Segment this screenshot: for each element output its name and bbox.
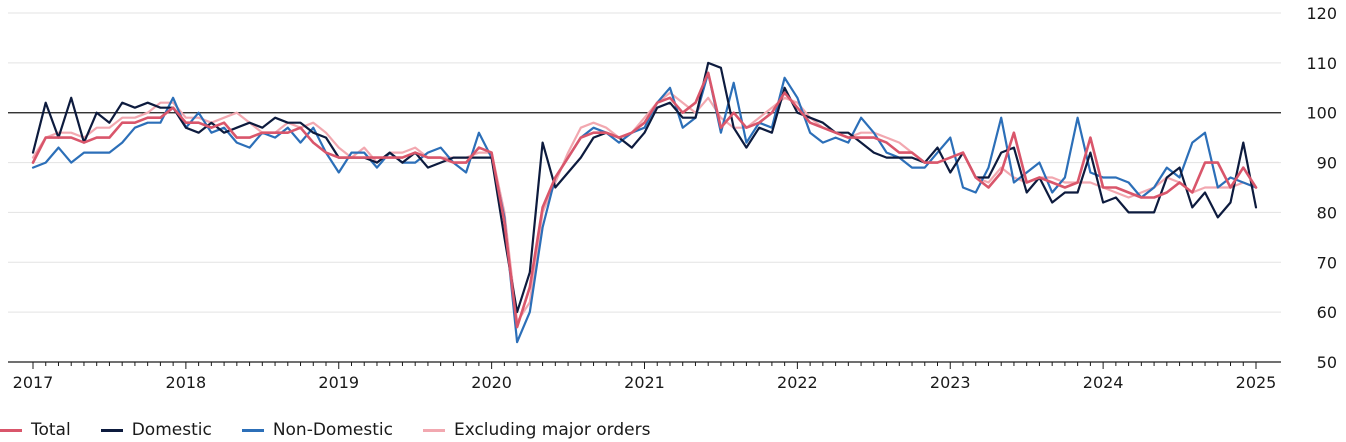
x-tick-label-2022: 2022 [777,373,818,392]
y-tick-label-90: 90 [1317,154,1337,173]
x-tick-label-2024: 2024 [1083,373,1124,392]
x-tick-label-2023: 2023 [930,373,971,392]
legend-item-excluding-major-orders: Excluding major orders [422,420,651,440]
y-tick-label-100: 100 [1306,104,1337,123]
y-tick-label-120: 120 [1306,4,1337,23]
series-line-domestic [31,61,1258,314]
series-lines [31,61,1258,344]
x-tick-label-2025: 2025 [1236,373,1277,392]
legend-swatch-non-domestic [241,428,264,432]
legend-label-total: Total [31,420,71,440]
legend-item-non-domestic: Non-Domestic [241,420,393,440]
x-tick-label-2018: 2018 [166,373,207,392]
y-tick-label-70: 70 [1317,253,1337,272]
y-tick-label-110: 110 [1306,54,1337,73]
x-tick-label-2020: 2020 [471,373,512,392]
series-line-total [31,71,1258,329]
x-axis: 2017 2018 2019 2020 2021 2022 2023 2024 2025 [8,361,1281,392]
gridlines [8,12,1281,313]
legend-swatch-domestic [100,428,123,432]
legend-item-domestic: Domestic [100,420,212,440]
legend-swatch-total [0,428,22,432]
legend-label-domestic: Domestic [131,420,212,440]
legend-label-excluding-major-orders: Excluding major orders [453,420,651,440]
y-tick-label-80: 80 [1317,203,1337,222]
series-line-non-domestic [31,71,1258,344]
legend: Total Domestic Non-Domestic Excluding ma… [0,418,680,442]
y-axis: 50 60 70 80 90 100 110 120 [1306,4,1337,372]
y-tick-label-60: 60 [1317,303,1337,322]
line-chart: 2017 2018 2019 2020 2021 2022 2023 2024 2025 50 6… [8,4,1337,392]
series-line-excluding-major-orders [31,91,1258,324]
x-tick-label-2019: 2019 [318,373,359,392]
legend-swatch-excluding-major-orders [422,428,445,432]
legend-item-total: Total [0,420,71,440]
x-tick-label-2017: 2017 [13,373,54,392]
y-tick-label-50: 50 [1317,353,1337,372]
x-tick-label-2021: 2021 [624,373,665,392]
legend-label-non-domestic: Non-Domestic [272,420,393,440]
